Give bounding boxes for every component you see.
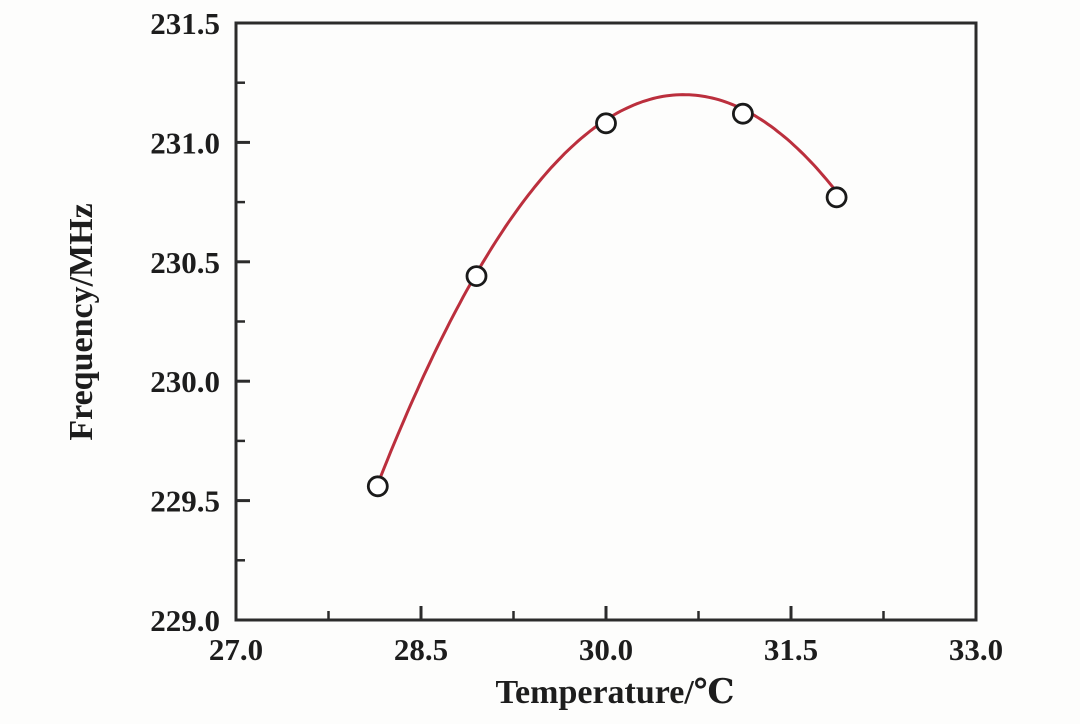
y-tick-label: 231.0 bbox=[150, 125, 220, 160]
x-tick-label: 30.0 bbox=[579, 632, 633, 667]
x-tick-label: 28.5 bbox=[394, 632, 448, 667]
data-point-marker bbox=[465, 265, 488, 288]
y-tick-label: 229.5 bbox=[150, 484, 220, 519]
plot-layer: 27.0 28.5 30.0 31.5 33.0 229.0 229.5 230.0 230.5… bbox=[150, 6, 1003, 667]
x-tick-label: 31.5 bbox=[764, 632, 818, 667]
x-tick-label: 33.0 bbox=[949, 632, 1003, 667]
data-point-marker bbox=[732, 102, 754, 125]
fit-curve-line bbox=[376, 93, 839, 486]
y-tick-label: 229.0 bbox=[150, 603, 220, 638]
data-point-marker bbox=[366, 475, 389, 498]
data-point-marker bbox=[825, 186, 848, 209]
x-tick-label: 27.0 bbox=[209, 632, 263, 667]
y-tick-label: 230.5 bbox=[150, 245, 220, 280]
y-tick-label: 230.0 bbox=[150, 364, 220, 399]
plot-border bbox=[234, 21, 978, 622]
x-axis-title: Temperature/℃ bbox=[495, 674, 734, 711]
y-tick-label: 231.5 bbox=[150, 6, 220, 41]
data-point-marker bbox=[595, 112, 617, 135]
y-axis-title: Frequency/MHz bbox=[63, 203, 100, 440]
